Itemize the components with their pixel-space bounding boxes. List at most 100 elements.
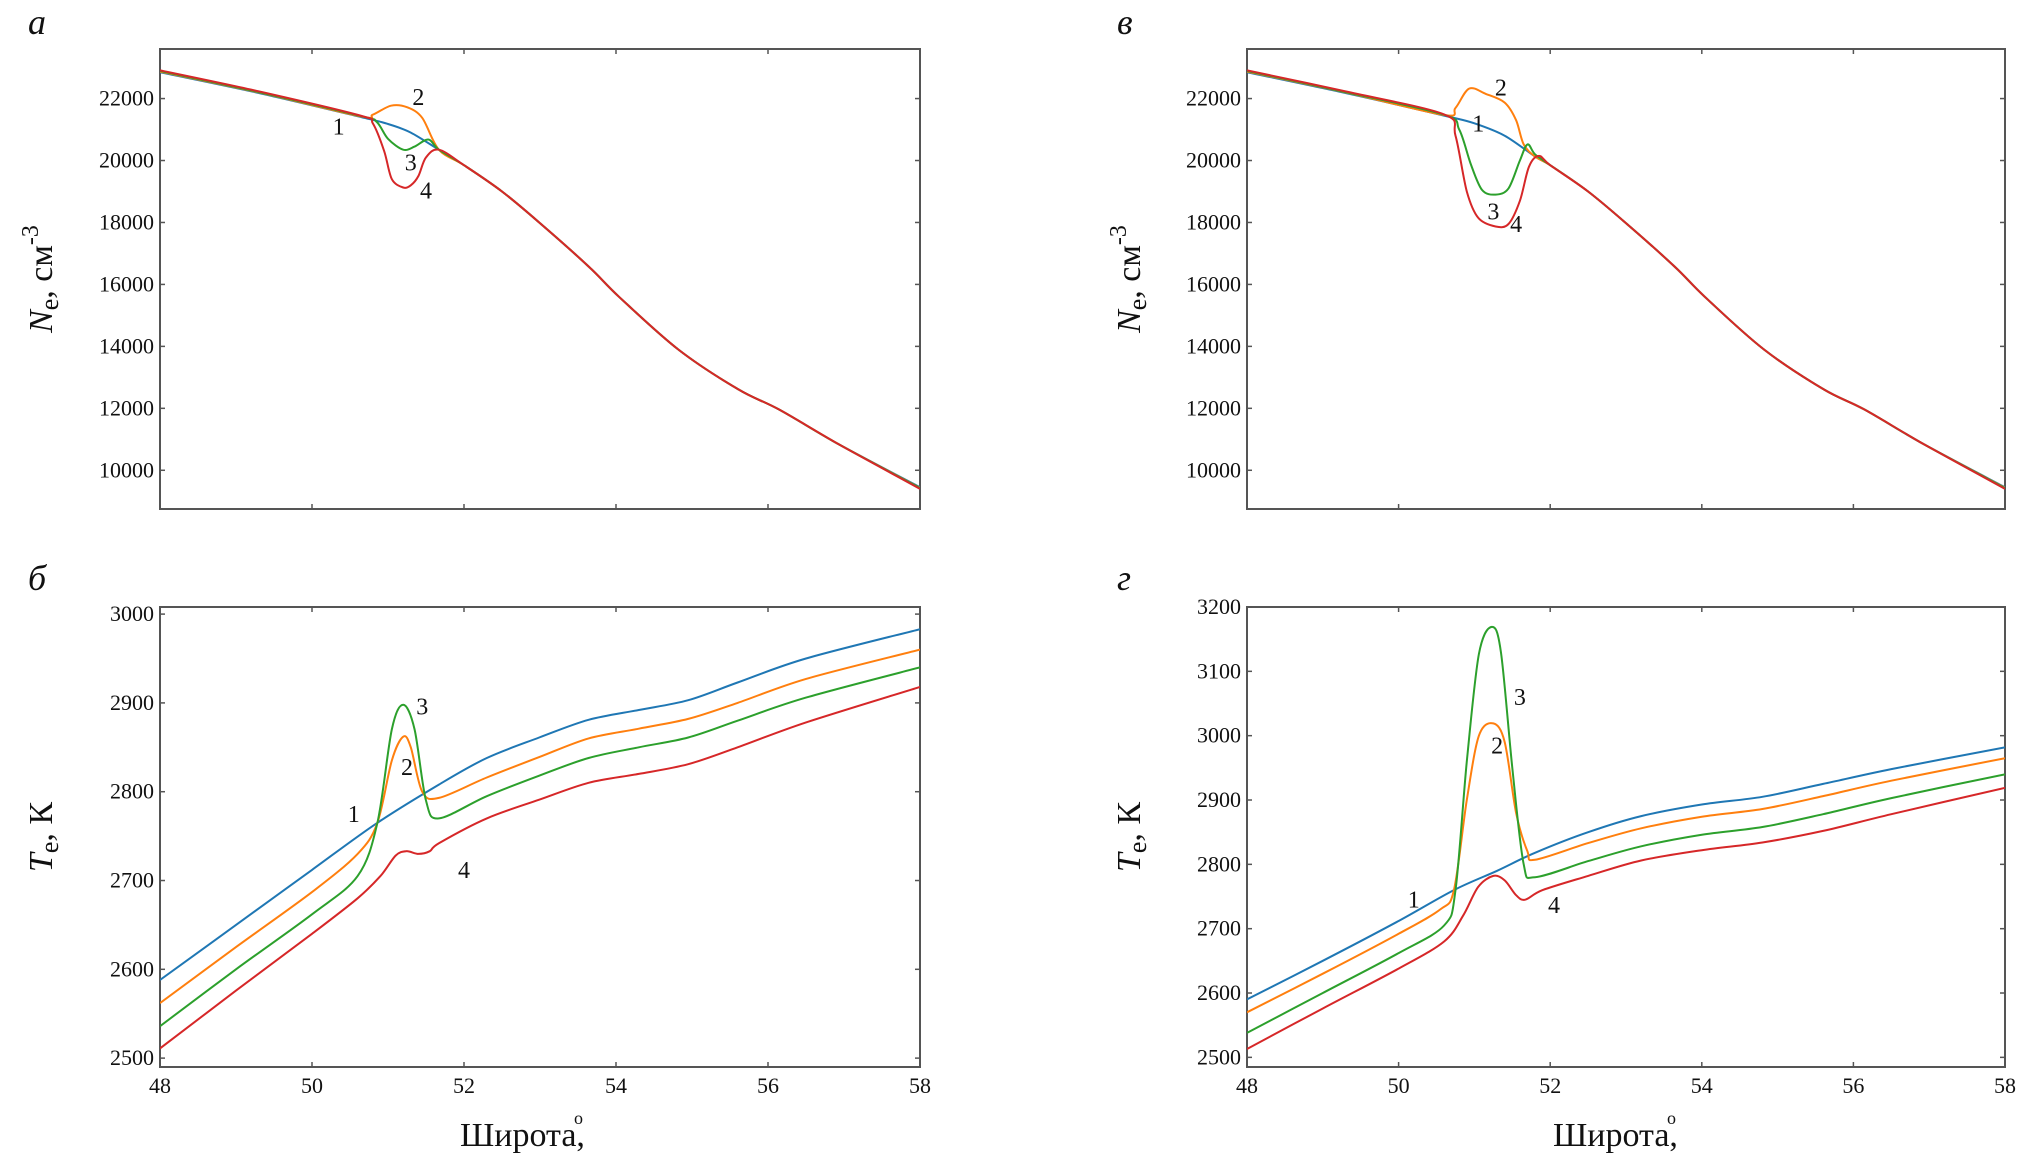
y-label-unit: , см [1111,245,1148,299]
panel-g-te-profile: г Te, К 48 50 52 54 56 58 2500 2600 2700 2800 2900… [1111,558,2016,1154]
curve-label-3: 3 [416,694,428,720]
y-axis-label-te-right: Te, К [1111,802,1152,872]
y-tick-label: 14000 [99,333,154,358]
x-tick-label: 56 [757,1073,779,1098]
y-label-subscript: e [1123,299,1152,311]
y-axis-label-te: Te, К [23,802,64,872]
x-tick-label: 56 [1842,1073,1864,1098]
curve-label-3: 3 [1487,200,1499,226]
series-line-1 [1247,746,2005,1001]
axes-frame [1246,48,2006,510]
x-tick-label: 50 [1388,1073,1410,1098]
panel-v-ne-profile: в Ne, см-3 10000 12000 14000 16000 18000 2000… [1106,2,2006,510]
y-tick-label: 22000 [1186,86,1241,111]
y-tick-label: 3000 [1197,723,1241,748]
axes-frame [159,48,921,510]
curve-label-4: 4 [420,179,432,205]
y-label-unit: , К [23,802,60,842]
series-group [1247,625,2005,1050]
y-tick-label: 2800 [1197,851,1241,876]
y-tick-label: 16000 [99,271,154,296]
x-tick-label: 54 [1691,1073,1713,1098]
x-axis-label-degree: o [1667,1108,1676,1128]
y-tick-label: 3100 [1197,658,1241,683]
panel-letter-g: г [1117,558,1131,598]
y-tick-label: 10000 [1186,457,1241,482]
x-axis-label-right: Широта, o [1553,1108,1678,1154]
y-tick-label: 14000 [1186,333,1241,358]
y-label-unit: , К [1111,802,1148,842]
y-tick-label: 2500 [110,1045,154,1070]
curve-label-1: 1 [348,802,360,828]
series-line-2 [160,648,920,1004]
x-axis-label-left: Широта, o [460,1108,585,1154]
curve-label-2: 2 [401,755,413,781]
plot-area-v: 10000 12000 14000 16000 18000 20000 22000 12 3 4 [1186,48,2006,510]
series-line-1 [160,628,920,981]
y-axis-label-text: Te, К [23,802,64,872]
series-line-3 [160,666,920,1028]
y-tick-label: 16000 [1186,271,1241,296]
y-tick-label: 2500 [1197,1044,1241,1069]
y-axis-label-text: Ne, см-3 [18,225,64,334]
y-tick-label: 2900 [110,690,154,715]
curve-label-1: 1 [1408,888,1420,914]
x-tick-label: 48 [1236,1073,1258,1098]
axes-frame [159,606,921,1068]
panel-letter-v: в [1117,2,1133,42]
y-label-unit: , см [23,245,60,299]
plot-area-b: 48 50 52 54 56 58 2500 2600 2700 2800 2900 3000 1 2 3 4 [110,601,931,1098]
series-group [1247,69,2005,490]
y-tick-label: 2700 [110,868,154,893]
x-tick-label: 58 [909,1073,931,1098]
y-label-subscript: e [35,842,64,854]
y-tick-label: 2600 [1197,980,1241,1005]
series-line-4 [1247,786,2005,1050]
panel-b-te-profile: б Te, К 48 50 52 54 56 58 2500 2600 2700 2800 2900… [23,558,931,1154]
x-tick-label: 48 [149,1073,171,1098]
series-group [160,628,920,1050]
y-tick-label: 20000 [1186,148,1241,173]
x-tick-label: 52 [453,1073,475,1098]
panel-letter-b: б [28,558,48,598]
curve-label-3: 3 [405,150,417,176]
panel-letter-a: а [28,2,46,42]
series-line-4 [160,69,920,490]
y-tick-label: 3000 [110,601,154,626]
curve-label-2: 2 [412,85,424,111]
y-label-superscript: -3 [1106,225,1132,245]
curve-label-4: 4 [1548,893,1560,919]
y-tick-label: 2600 [110,956,154,981]
y-tick-label: 18000 [1186,209,1241,234]
y-tick-label: 2900 [1197,787,1241,812]
y-label-symbol: T [23,851,60,872]
axes-frame [1246,606,2006,1068]
x-axis-label-degree: o [574,1108,583,1128]
y-label-subscript: e [35,299,64,311]
curve-label-3: 3 [1514,685,1526,711]
plot-area-a: 10000 12000 14000 16000 18000 20000 22000 1 2 34 [99,48,921,510]
curve-label-4: 4 [1510,212,1522,238]
y-label-subscript: e [1123,842,1152,854]
x-axis-label-text: Широта, [1553,1117,1678,1154]
x-tick-label: 50 [301,1073,323,1098]
series-group [160,69,920,490]
y-axis-label-text: Ne, см-3 [1106,225,1152,334]
y-tick-label: 2800 [110,779,154,804]
curve-label-1: 1 [333,114,345,140]
y-axis-label-text: Te, К [1111,802,1152,872]
x-axis-label-text: Широта, [460,1117,585,1154]
y-label-symbol: N [1111,308,1148,334]
curve-label-2: 2 [1491,733,1503,759]
plot-area-g: 48 50 52 54 56 58 2500 2600 2700 2800 2900 3000 3100… [1197,594,2016,1098]
y-axis-label-ne-right: Ne, см-3 [1106,225,1152,334]
series-line-4 [160,685,920,1050]
x-tick-label: 58 [1994,1073,2016,1098]
y-tick-label: 2700 [1197,916,1241,941]
curve-label-2: 2 [1495,76,1507,102]
series-line-3 [1247,625,2005,1034]
y-tick-label: 10000 [99,457,154,482]
curve-label-1: 1 [1472,111,1484,137]
y-label-superscript: -3 [18,225,44,245]
y-tick-label: 18000 [99,209,154,234]
